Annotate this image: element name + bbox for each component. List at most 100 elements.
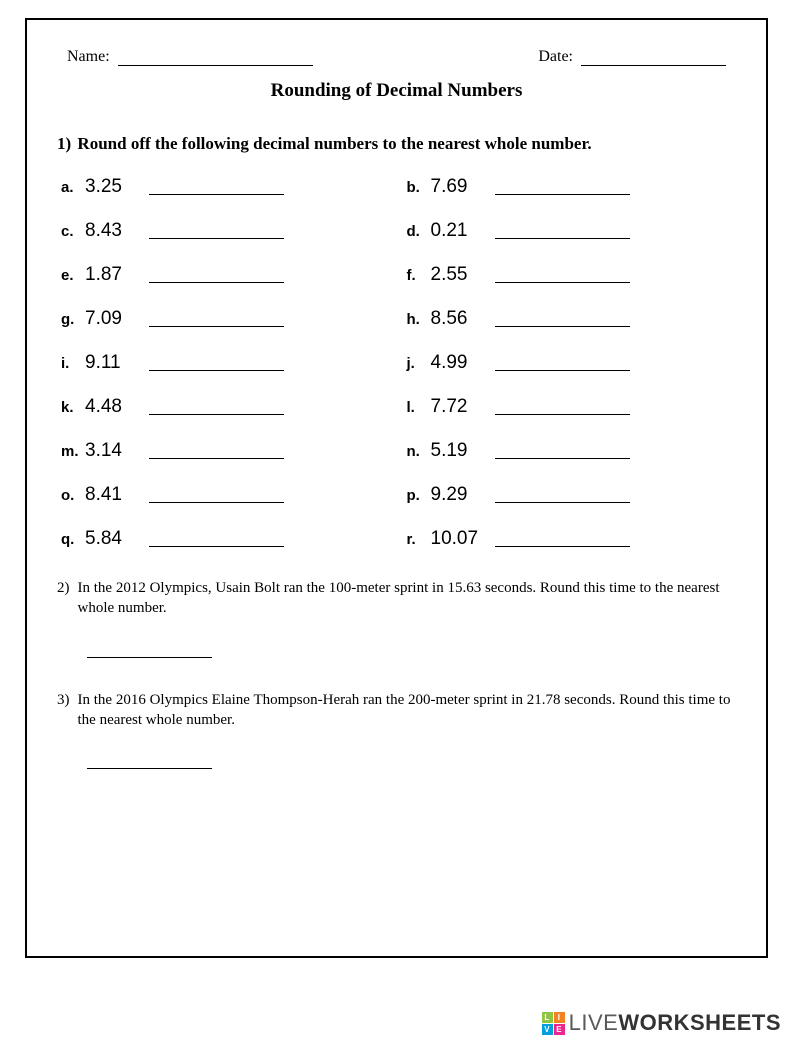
item-value: 8.41 <box>85 484 137 506</box>
item: k.4.48 <box>61 396 387 418</box>
question-3: 3) In the 2016 Olympics Elaine Thompson-… <box>57 690 736 731</box>
watermark-logo: LIVE <box>542 1012 565 1035</box>
item-value: 1.87 <box>85 264 137 286</box>
item-value: 3.14 <box>85 440 137 462</box>
item-value: 4.48 <box>85 396 137 418</box>
item-answer-line[interactable] <box>149 545 284 547</box>
item: p.9.29 <box>407 484 733 506</box>
item-answer-line[interactable] <box>149 369 284 371</box>
item-value: 8.56 <box>431 308 483 330</box>
watermark-light: LIVE <box>569 1010 619 1036</box>
item-answer-line[interactable] <box>149 237 284 239</box>
item: q.5.84 <box>61 528 387 550</box>
items-grid: a.3.25 b.7.69 c.8.43 d.0.21 e.1.87 f.2.55 g.7.… <box>57 176 736 550</box>
item-value: 5.84 <box>85 528 137 550</box>
item-letter: j. <box>407 355 431 372</box>
logo-cell: E <box>554 1024 565 1035</box>
item-value: 10.07 <box>431 528 483 550</box>
logo-cell: V <box>542 1024 553 1035</box>
item-letter: c. <box>61 223 85 240</box>
item-value: 7.72 <box>431 396 483 418</box>
page-title: Rounding of Decimal Numbers <box>57 80 736 102</box>
item-answer-line[interactable] <box>495 281 630 283</box>
item: a.3.25 <box>61 176 387 198</box>
item-answer-line[interactable] <box>495 413 630 415</box>
question-2: 2) In the 2012 Olympics, Usain Bolt ran … <box>57 578 736 619</box>
date-label: Date: <box>538 48 573 65</box>
item-value: 5.19 <box>431 440 483 462</box>
item-answer-line[interactable] <box>149 193 284 195</box>
q3-text: In the 2016 Olympics Elaine Thompson-Her… <box>78 690 737 731</box>
item-value: 8.43 <box>85 220 137 242</box>
item-letter: q. <box>61 531 85 548</box>
item-letter: a. <box>61 179 85 196</box>
item-letter: e. <box>61 267 85 284</box>
q1-number: 1) <box>57 134 71 153</box>
item-letter: h. <box>407 311 431 328</box>
item-answer-line[interactable] <box>149 325 284 327</box>
item-answer-line[interactable] <box>495 369 630 371</box>
item-answer-line[interactable] <box>149 501 284 503</box>
item-value: 3.25 <box>85 176 137 198</box>
item: o.8.41 <box>61 484 387 506</box>
item-value: 4.99 <box>431 352 483 374</box>
item-letter: d. <box>407 223 431 240</box>
item-value: 0.21 <box>431 220 483 242</box>
item-letter: p. <box>407 487 431 504</box>
item-answer-line[interactable] <box>495 193 630 195</box>
item: h.8.56 <box>407 308 733 330</box>
logo-cell: L <box>542 1012 553 1023</box>
item-answer-line[interactable] <box>495 545 630 547</box>
item-value: 9.11 <box>85 352 137 374</box>
date-field: Date: <box>538 48 726 66</box>
item-answer-line[interactable] <box>149 457 284 459</box>
item-answer-line[interactable] <box>495 501 630 503</box>
item-letter: i. <box>61 355 85 372</box>
item-answer-line[interactable] <box>149 413 284 415</box>
q2-answer-line[interactable] <box>87 657 212 658</box>
item-value: 7.09 <box>85 308 137 330</box>
item: i.9.11 <box>61 352 387 374</box>
item: j.4.99 <box>407 352 733 374</box>
item: e.1.87 <box>61 264 387 286</box>
q1-text: Round off the following decimal numbers … <box>77 134 591 153</box>
worksheet-page: Name: Date: Rounding of Decimal Numbers … <box>25 18 768 958</box>
name-label: Name: <box>67 48 110 65</box>
q2-number: 2) <box>57 578 70 619</box>
item: c.8.43 <box>61 220 387 242</box>
q2-text: In the 2012 Olympics, Usain Bolt ran the… <box>78 578 737 619</box>
item-letter: r. <box>407 531 431 548</box>
item-letter: l. <box>407 399 431 416</box>
item: d.0.21 <box>407 220 733 242</box>
item-letter: k. <box>61 399 85 416</box>
item-value: 7.69 <box>431 176 483 198</box>
item-answer-line[interactable] <box>495 325 630 327</box>
q3-answer-line[interactable] <box>87 768 212 769</box>
logo-cell: I <box>554 1012 565 1023</box>
item-letter: o. <box>61 487 85 504</box>
item: b.7.69 <box>407 176 733 198</box>
item-answer-line[interactable] <box>495 237 630 239</box>
item-letter: b. <box>407 179 431 196</box>
item-answer-line[interactable] <box>495 457 630 459</box>
item-letter: m. <box>61 443 85 460</box>
item-value: 9.29 <box>431 484 483 506</box>
item: r.10.07 <box>407 528 733 550</box>
item: l.7.72 <box>407 396 733 418</box>
watermark: LIVE LIVEWORKSHEETS <box>542 1010 781 1036</box>
watermark-bold: WORKSHEETS <box>618 1010 781 1036</box>
item-letter: f. <box>407 267 431 284</box>
header-row: Name: Date: <box>57 48 736 66</box>
item: n.5.19 <box>407 440 733 462</box>
q3-number: 3) <box>57 690 70 731</box>
date-blank[interactable] <box>581 65 726 66</box>
question-1: 1) Round off the following decimal numbe… <box>57 134 736 154</box>
name-blank[interactable] <box>118 65 313 66</box>
item-answer-line[interactable] <box>149 281 284 283</box>
name-field: Name: <box>67 48 313 66</box>
item: f.2.55 <box>407 264 733 286</box>
item-value: 2.55 <box>431 264 483 286</box>
item: m.3.14 <box>61 440 387 462</box>
item-letter: n. <box>407 443 431 460</box>
item: g.7.09 <box>61 308 387 330</box>
